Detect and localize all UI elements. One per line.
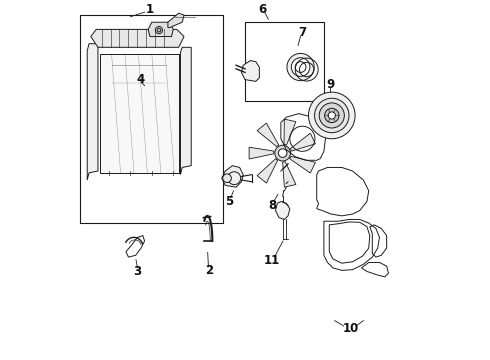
Circle shape (278, 149, 287, 157)
Text: 8: 8 (268, 199, 276, 212)
Polygon shape (148, 22, 173, 37)
Text: 3: 3 (133, 265, 142, 278)
Circle shape (223, 174, 231, 183)
Polygon shape (242, 60, 259, 81)
Polygon shape (168, 13, 184, 28)
Circle shape (309, 92, 355, 139)
Circle shape (324, 108, 339, 123)
Circle shape (157, 28, 161, 32)
Bar (80, 15, 223, 223)
Polygon shape (180, 47, 191, 175)
Text: 10: 10 (343, 322, 359, 335)
Text: 9: 9 (326, 78, 335, 91)
Polygon shape (290, 156, 316, 173)
Text: 5: 5 (225, 195, 233, 208)
Circle shape (287, 53, 314, 81)
Text: 2: 2 (205, 264, 213, 277)
Circle shape (319, 103, 344, 128)
Polygon shape (221, 166, 243, 187)
Text: 4: 4 (137, 73, 145, 86)
Text: 11: 11 (264, 254, 280, 267)
Polygon shape (283, 162, 296, 187)
Polygon shape (275, 202, 290, 220)
Polygon shape (100, 54, 179, 173)
Circle shape (155, 27, 163, 34)
Bar (245, 22, 324, 101)
Polygon shape (291, 133, 316, 151)
Circle shape (275, 145, 291, 161)
Polygon shape (257, 159, 278, 183)
Polygon shape (87, 44, 98, 180)
Text: 6: 6 (258, 3, 267, 16)
Circle shape (315, 98, 349, 133)
Polygon shape (284, 119, 296, 145)
Polygon shape (257, 123, 279, 147)
Polygon shape (91, 30, 184, 47)
Circle shape (328, 112, 335, 119)
Text: 1: 1 (146, 3, 154, 16)
Circle shape (291, 58, 310, 76)
Text: 7: 7 (298, 27, 306, 40)
Polygon shape (249, 147, 274, 159)
